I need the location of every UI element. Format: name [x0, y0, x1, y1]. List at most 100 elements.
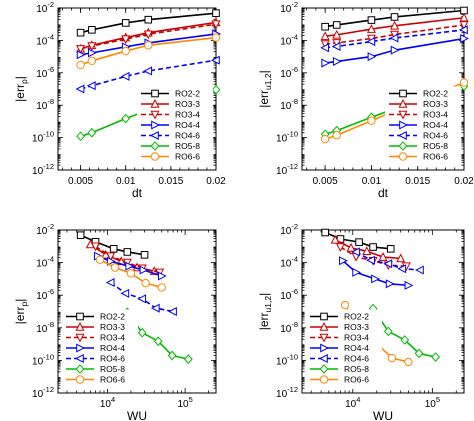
data-point	[320, 43, 329, 53]
legend-swatch-marker	[75, 364, 85, 374]
y-tick-label: 10-2	[280, 0, 298, 15]
series-RO4-6	[320, 25, 468, 53]
x-tick-label: 0.005	[313, 176, 338, 187]
data-point	[404, 357, 413, 367]
x-tick-label: 0.005	[68, 176, 93, 187]
data-point	[390, 45, 400, 55]
data-point	[431, 352, 441, 362]
x-tick-label: 104	[345, 395, 360, 410]
legend-entry-label: RO2-2	[344, 312, 369, 322]
data-point	[76, 231, 85, 239]
data-point	[157, 271, 167, 281]
y-tick-exponent: -6	[291, 287, 298, 296]
data-point	[143, 30, 153, 40]
y-tick-exponent: -10	[287, 352, 298, 361]
y-tick-label: 10-4	[36, 255, 54, 270]
legend-swatch-marker	[399, 89, 407, 98]
y-tick-exponent: -6	[47, 65, 54, 74]
data-point	[143, 66, 153, 76]
data-point	[76, 131, 85, 142]
x-tick-base: 10	[425, 399, 437, 410]
legend-entry-label: RO6-6	[175, 152, 200, 162]
legend-swatch-marker	[319, 333, 329, 343]
data-point	[212, 9, 220, 17]
data-point	[86, 81, 96, 91]
data-point	[389, 33, 399, 43]
data-point	[367, 16, 376, 24]
x-tick-label: 0.02	[454, 176, 474, 187]
data-point	[144, 41, 153, 50]
data-point	[460, 34, 469, 44]
data-point	[397, 264, 407, 274]
legend-box	[137, 86, 213, 166]
data-point	[362, 246, 372, 256]
y-tick-label: 10-12	[276, 162, 298, 177]
y-tick-label: 10-8	[280, 320, 298, 335]
y-tick-label: 10-4	[280, 32, 298, 47]
x-tick-label: 105	[177, 395, 192, 410]
y-label-subscript: u1,2	[263, 296, 273, 313]
legend-entry-label: RO5-8	[100, 364, 125, 374]
series-line	[80, 23, 217, 50]
data-point	[121, 113, 131, 124]
data-point	[390, 13, 399, 21]
y-tick-base: 10	[36, 259, 48, 270]
x-tick-exponent: 4	[111, 395, 115, 404]
y-label-subscript: p	[19, 79, 29, 84]
y-tick-base: 10	[280, 69, 292, 80]
y-tick-base: 10	[276, 356, 288, 367]
y-axis-label: |errp|	[13, 299, 29, 325]
data-point	[76, 28, 85, 37]
data-point	[404, 280, 414, 290]
y-tick-exponent: -6	[47, 287, 54, 296]
data-point	[106, 252, 116, 262]
legend-entry-label: RO6-6	[423, 152, 448, 162]
y-tick-exponent: -8	[291, 320, 298, 329]
legend-box	[62, 309, 138, 389]
data-point	[390, 20, 400, 30]
data-point	[157, 283, 166, 292]
legend-swatch-marker	[150, 130, 159, 141]
data-point	[140, 251, 149, 259]
legend-entry-label: RO2-2	[175, 89, 200, 99]
legend-swatch-marker	[151, 89, 159, 98]
data-point	[87, 56, 97, 66]
legend-entry-label: RO2-2	[423, 89, 448, 99]
data-point	[459, 78, 469, 87]
legend-entry-label: RO4-4	[344, 343, 369, 353]
data-point	[87, 42, 97, 52]
y-tick-exponent: -2	[291, 222, 298, 231]
y-tick-label: 10-12	[32, 162, 54, 177]
y-tick-exponent: -2	[291, 0, 298, 9]
y-tick-label: 10-4	[280, 255, 298, 270]
data-point	[332, 131, 341, 140]
data-point	[352, 267, 362, 277]
data-point	[76, 50, 86, 60]
legend-swatch-marker	[319, 375, 329, 384]
y-tick-base: 10	[32, 389, 44, 400]
y-label-end: |	[257, 293, 271, 296]
data-point	[121, 19, 130, 27]
x-tick-label: 0.015	[405, 176, 430, 187]
data-point	[75, 84, 85, 94]
legend-entry-label: RO3-3	[344, 322, 369, 332]
series-RO3-3	[330, 234, 406, 263]
data-point	[331, 41, 341, 52]
y-tick-label: 10-10	[32, 130, 54, 145]
x-tick-exponent: 5	[189, 395, 193, 404]
data-point	[459, 12, 469, 22]
data-point	[366, 37, 376, 47]
y-tick-base: 10	[36, 36, 48, 47]
y-tick-base: 10	[276, 134, 288, 145]
data-point	[167, 350, 177, 361]
legend-entry-label: RO4-4	[423, 120, 448, 130]
data-point	[366, 255, 375, 265]
y-tick-label: 10-6	[280, 287, 298, 302]
y-tick-label: 10-12	[276, 385, 298, 400]
x-axis-label: WU	[127, 409, 147, 421]
data-point	[211, 33, 221, 42]
